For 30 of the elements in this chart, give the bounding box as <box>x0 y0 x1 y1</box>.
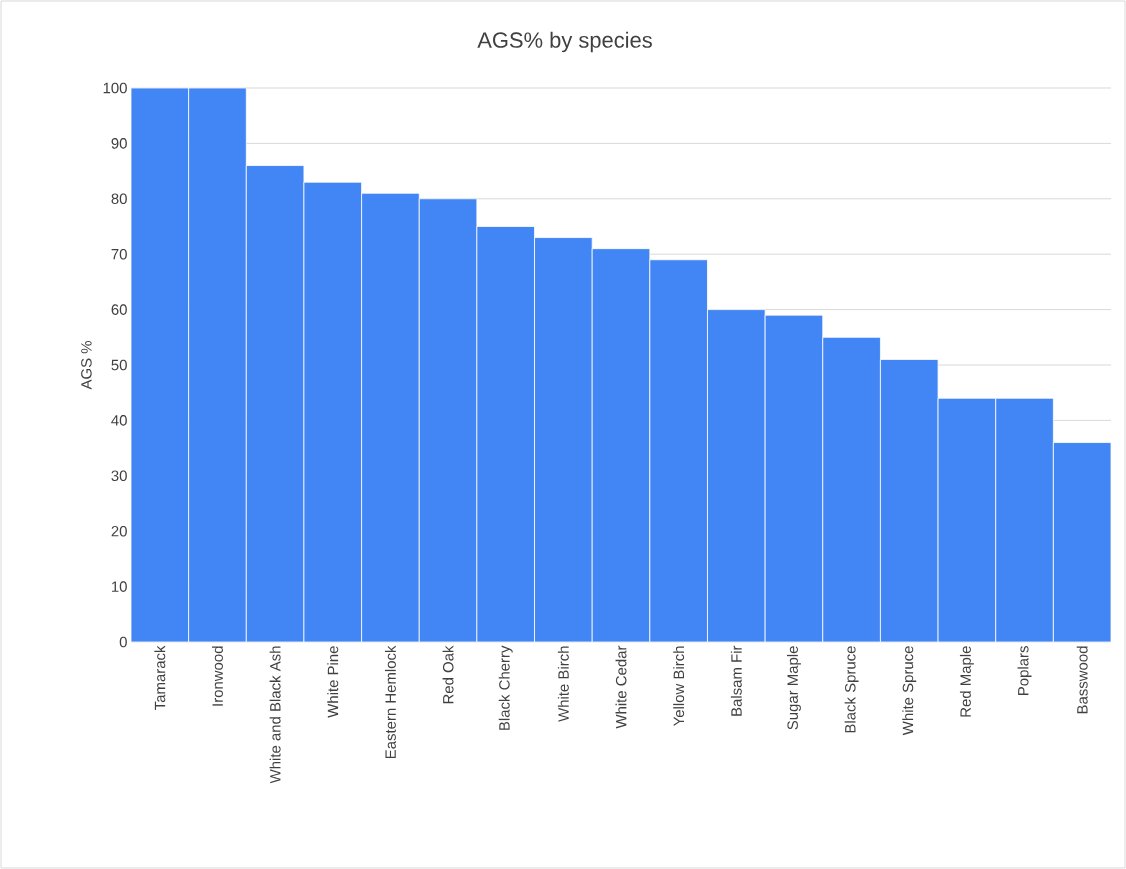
x-tick-label: Poplars <box>1017 646 1032 695</box>
y-tick-label: 40 <box>111 415 127 426</box>
y-tick-label: 10 <box>112 581 127 592</box>
x-tick-label: Black Cherry <box>498 645 513 730</box>
x-tick-label: Ironwood <box>211 646 223 706</box>
x-tick-label: White and Black Ash <box>269 646 281 784</box>
x-tick-label: Basswood <box>1076 646 1088 714</box>
y-axis-title: AGS % <box>81 341 92 390</box>
y-tick-label: 90 <box>111 138 127 149</box>
x-tick-label: Sugar Maple <box>786 646 801 730</box>
y-tick-label: 0 <box>119 636 127 648</box>
chart-title: AGS% by species <box>477 31 652 53</box>
x-tick-label: White Pine <box>327 646 339 718</box>
x-tick-label: Tamarack <box>154 645 166 710</box>
y-tick-label: 70 <box>111 248 127 260</box>
y-tick-label: 20 <box>111 525 127 537</box>
y-tick-label: 60 <box>111 304 127 315</box>
x-tick-label: Eastern Hemlock <box>384 645 396 759</box>
x-tick-label: Yellow Birch <box>673 646 685 727</box>
y-tick-label: 100 <box>103 82 127 94</box>
y-tick-label: 50 <box>111 359 127 371</box>
x-tick-label: White Cedar <box>615 645 627 729</box>
x-tick-label: Red Oak <box>442 645 454 704</box>
x-tick-label: Black Spruce <box>844 646 859 733</box>
y-tick-label: 80 <box>111 193 127 205</box>
x-tick-label: White Spruce <box>902 646 917 736</box>
x-tick-label: Red Maple <box>959 646 974 717</box>
x-tick-label: Balsam Fir <box>730 645 742 716</box>
y-tick-label: 30 <box>111 470 127 482</box>
x-tick-label: White Birch <box>557 646 569 722</box>
